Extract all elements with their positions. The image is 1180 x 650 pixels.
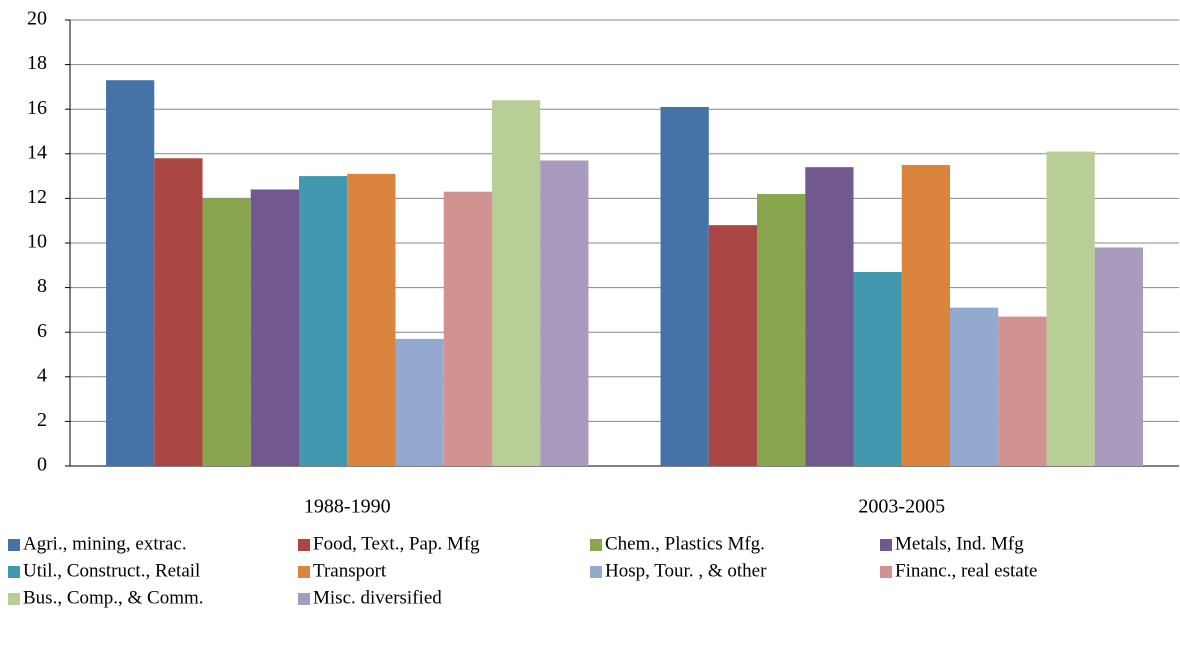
y-tick-label: 0 — [37, 454, 47, 476]
bar — [443, 191, 492, 466]
legend-swatch — [298, 539, 310, 551]
legend-label: Util., Construct., Retail — [23, 560, 200, 581]
bar — [901, 164, 950, 466]
y-tick-label: 20 — [27, 8, 47, 30]
legend-swatch — [298, 593, 310, 605]
y-tick-label: 8 — [37, 275, 47, 297]
legend-label: Hosp, Tour. , & other — [605, 560, 767, 581]
bar — [154, 158, 203, 466]
bar — [998, 316, 1047, 466]
bar — [949, 307, 999, 466]
y-tick-label: 2 — [37, 409, 47, 431]
bar — [106, 80, 155, 467]
bar — [299, 176, 348, 466]
bar — [395, 338, 444, 466]
legend-swatch — [298, 566, 310, 578]
bar — [708, 225, 758, 466]
x-tick-label: 1988-1990 — [304, 496, 391, 518]
legend-label: Financ., real estate — [895, 560, 1037, 581]
legend-swatch — [8, 566, 20, 578]
x-tick-label: 2003-2005 — [858, 496, 945, 518]
y-tick-label: 6 — [37, 320, 47, 342]
bar — [853, 271, 902, 466]
bar — [347, 173, 396, 466]
legend-swatch — [8, 593, 20, 605]
y-tick-label: 10 — [27, 231, 47, 253]
bar — [805, 167, 854, 466]
y-tick-label: 14 — [27, 141, 47, 163]
legend-label: Chem., Plastics Mfg. — [605, 533, 765, 554]
bar — [660, 106, 709, 466]
legend-swatch — [880, 539, 892, 551]
legend-swatch — [8, 539, 20, 551]
y-tick-label: 12 — [27, 186, 47, 208]
bar — [757, 193, 806, 466]
legend-swatch — [880, 566, 892, 578]
legend-label: Food, Text., Pap. Mfg — [313, 533, 480, 554]
bar — [540, 160, 589, 467]
y-tick-label: 4 — [37, 364, 47, 386]
legend-label: Misc. diversified — [313, 587, 442, 608]
y-tick-label: 16 — [27, 97, 47, 119]
legend-label: Transport — [313, 560, 387, 581]
legend-swatch — [590, 566, 602, 578]
bar — [1094, 247, 1143, 466]
legend-label: Agri., mining, extrac. — [23, 533, 187, 554]
legend-label: Bus., Comp., & Comm. — [23, 587, 204, 608]
y-tick-label: 18 — [27, 52, 47, 74]
bar — [1046, 151, 1095, 466]
legend-label: Metals, Ind. Mfg — [895, 533, 1024, 554]
legend-swatch — [590, 539, 602, 551]
bar — [250, 189, 300, 467]
bar — [202, 198, 251, 466]
bar — [491, 100, 541, 466]
